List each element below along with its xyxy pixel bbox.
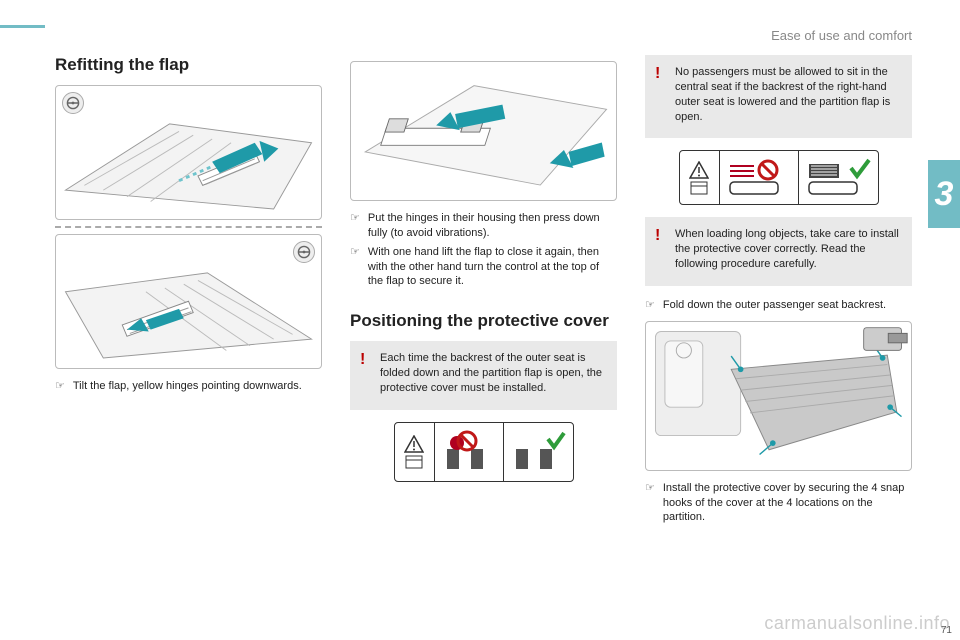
bullet-text: Put the hinges in their housing then pre… bbox=[368, 211, 617, 241]
bullet-marker: ☞ bbox=[350, 245, 360, 290]
note-protective-cover: ! Each time the backrest of the outer se… bbox=[350, 341, 617, 410]
column-2: ☞ Put the hinges in their housing then p… bbox=[350, 55, 617, 620]
column-1: Refitting the flap bbox=[55, 55, 322, 620]
label-warning-panel bbox=[680, 151, 720, 204]
illustration-install-cover bbox=[645, 321, 912, 471]
bullet-lift-flap: ☞ With one hand lift the flap to close i… bbox=[350, 245, 617, 290]
bullet-marker: ☞ bbox=[645, 298, 655, 313]
chapter-tab: 3 bbox=[928, 160, 960, 228]
bullet-install-cover: ☞ Install the protective cover by securi… bbox=[645, 481, 912, 526]
section-header: Ease of use and comfort bbox=[771, 28, 912, 43]
illustration-seat-label-b bbox=[679, 150, 879, 205]
bullet-text: Fold down the outer passenger seat backr… bbox=[663, 298, 886, 313]
warning-icon: ! bbox=[360, 349, 365, 371]
note-long-objects: ! When loading long objects, take care t… bbox=[645, 217, 912, 286]
column-3: ! No passengers must be allowed to sit i… bbox=[645, 55, 912, 620]
hinges-svg bbox=[351, 62, 616, 195]
label-right bbox=[503, 423, 573, 481]
warning-icon: ! bbox=[655, 225, 660, 247]
illustration-flap-down bbox=[55, 85, 322, 220]
floor-svg bbox=[56, 86, 321, 214]
illustration-seat-label-a bbox=[394, 422, 574, 482]
floor-svg-mirror bbox=[56, 235, 321, 363]
bullet-text: Tilt the flap, yellow hinges pointing do… bbox=[73, 379, 302, 394]
illustration-flap-tilt bbox=[55, 234, 322, 369]
note-text: When loading long objects, take care to … bbox=[675, 228, 899, 270]
chapter-number: 3 bbox=[935, 175, 954, 214]
watermark: carmanualsonline.info bbox=[764, 613, 950, 634]
bullet-marker: ☞ bbox=[645, 481, 655, 526]
note-text: Each time the backrest of the outer seat… bbox=[380, 352, 602, 394]
label-wrong bbox=[435, 423, 504, 481]
bullet-text: With one hand lift the flap to close it … bbox=[368, 245, 617, 290]
bullet-marker: ☞ bbox=[55, 379, 65, 394]
heading-refitting: Refitting the flap bbox=[55, 55, 322, 75]
label-right bbox=[798, 151, 878, 204]
bullet-fold-backrest: ☞ Fold down the outer passenger seat bac… bbox=[645, 298, 912, 313]
label-wrong bbox=[720, 151, 799, 204]
label-warning-panel bbox=[395, 423, 435, 481]
bullet-tilt-flap: ☞ Tilt the flap, yellow hinges pointing … bbox=[55, 379, 322, 394]
warning-icon: ! bbox=[655, 63, 660, 85]
accent-bar bbox=[0, 25, 45, 28]
illustration-hinges bbox=[350, 61, 617, 201]
cover-svg bbox=[646, 322, 911, 464]
note-no-passengers: ! No passengers must be allowed to sit i… bbox=[645, 55, 912, 138]
dashed-separator bbox=[55, 226, 322, 228]
bullet-put-hinges: ☞ Put the hinges in their housing then p… bbox=[350, 211, 617, 241]
note-text: No passengers must be allowed to sit in … bbox=[675, 66, 890, 123]
bullet-text: Install the protective cover by securing… bbox=[663, 481, 912, 526]
heading-protective-cover: Positioning the protective cover bbox=[350, 311, 617, 331]
page-number: 71 bbox=[941, 625, 952, 636]
bullet-marker: ☞ bbox=[350, 211, 360, 241]
